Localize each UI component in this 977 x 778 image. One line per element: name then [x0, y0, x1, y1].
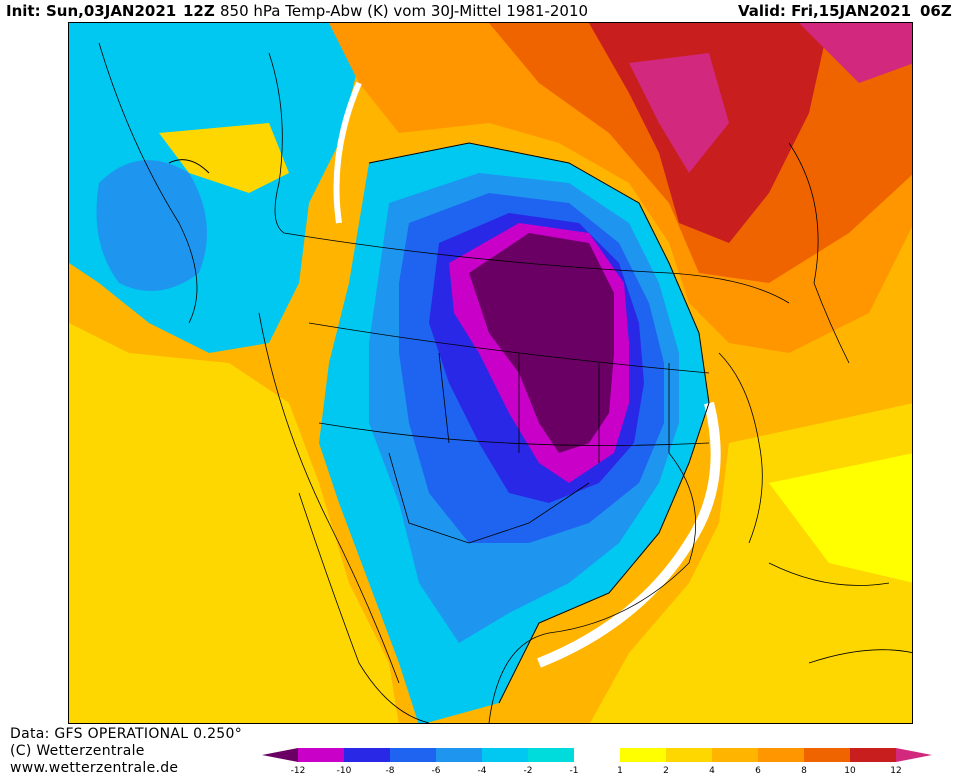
legend-swatch-0	[262, 748, 298, 762]
southwest-warm-region	[69, 323, 399, 723]
valid-time: 06Z	[920, 2, 952, 20]
run-time: 12Z	[183, 2, 215, 20]
legend-tick-label: -4	[477, 766, 487, 776]
legend-swatch-6	[528, 748, 574, 762]
central-cold-extreme	[469, 233, 614, 453]
atlantic-warm-patch	[769, 453, 912, 583]
legend-tick-label: -10	[336, 766, 352, 776]
init-label: Init:	[6, 2, 41, 20]
legend-swatch-14	[896, 748, 932, 762]
legend-tick-label: 1	[617, 766, 623, 776]
copyright: (C) Wetterzentrale	[10, 743, 145, 759]
political-borders	[98, 42, 912, 723]
legend-tick-label: -6	[431, 766, 441, 776]
legend-swatch-1	[298, 748, 344, 762]
legend-tick-label: -2	[523, 766, 533, 776]
legend-swatch-3	[390, 748, 436, 762]
zero-contour	[168, 142, 710, 704]
legend-swatch-7	[574, 748, 620, 762]
legend-swatch-2	[344, 748, 390, 762]
legend-tick-label: -12	[290, 766, 306, 776]
north-warm-peak	[629, 53, 729, 173]
anomaly-map	[68, 22, 913, 724]
legend-tick-label: 10	[844, 766, 856, 776]
legend-swatch-4	[436, 748, 482, 762]
legend-tick-label: 4	[709, 766, 715, 776]
legend-swatch-9	[666, 748, 712, 762]
legend-colorbar	[262, 748, 932, 762]
color-legend: -12 -10 -8 -6 -4 -2 -1 1 2 4 6 8 10 12	[262, 746, 967, 776]
legend-tick-label: 6	[755, 766, 761, 776]
legend-tick-label: -8	[385, 766, 395, 776]
zero-anomaly-band-west	[333, 81, 362, 224]
zero-anomaly-band-east	[537, 401, 721, 668]
pacific-warm-patch	[159, 123, 289, 193]
northeast-warm-peak	[799, 23, 912, 83]
legend-tick-label: 8	[801, 766, 807, 776]
legend-swatch-13	[850, 748, 896, 762]
anomaly-field	[69, 23, 912, 723]
legend-tick-label: 12	[890, 766, 902, 776]
legend-swatch-12	[804, 748, 850, 762]
website-link[interactable]: www.wetterzentrale.de	[10, 760, 179, 776]
parameter-title: 850 hPa Temp-Abw (K) vom 30J-Mittel 1981…	[220, 2, 589, 20]
legend-swatch-11	[758, 748, 804, 762]
pacific-cold-core	[96, 160, 207, 291]
data-source: Data: GFS OPERATIONAL 0.250°	[10, 726, 243, 742]
legend-swatch-10	[712, 748, 758, 762]
legend-tick-label: 2	[663, 766, 669, 776]
init-date: Sun,03JAN2021	[46, 2, 177, 20]
legend-swatch-5	[482, 748, 528, 762]
legend-swatch-8	[620, 748, 666, 762]
legend-tick-label: -1	[569, 766, 579, 776]
chart-header: Init: Sun,03JAN2021 12Z 850 hPa Temp-Abw…	[0, 0, 977, 22]
valid-date: Valid: Fri,15JAN2021	[738, 2, 912, 20]
